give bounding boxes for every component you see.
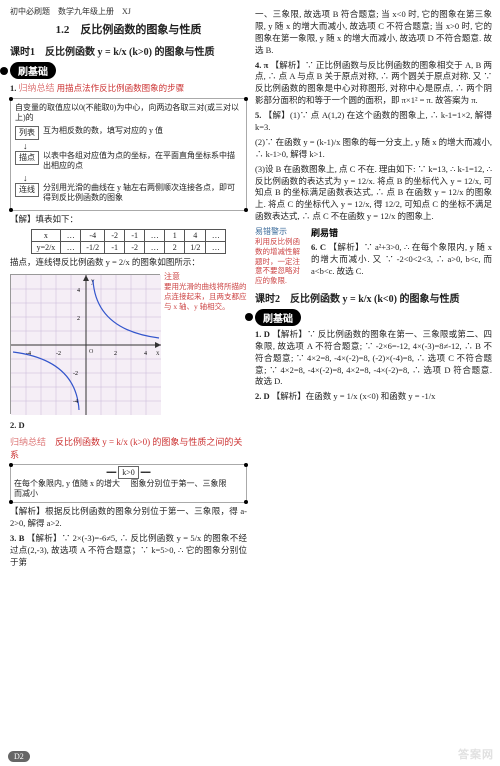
table-cell: … — [145, 241, 165, 253]
q3-num: 3. — [10, 533, 16, 543]
q4-num: 4. — [255, 60, 261, 70]
table-cell: y=2/x — [31, 241, 61, 253]
table-cell: … — [206, 241, 226, 253]
table-cell: 1 — [165, 229, 185, 241]
q1-table: x…-4-2-1…14… y=2/x…-1/2-1-2…21/2… — [31, 229, 227, 254]
q2-num: 2. — [10, 420, 16, 430]
q1-graph: x y O -4-2 24 24 -2-4 — [10, 274, 160, 414]
q2b-text: 【解析】在函数 y = 1/x (x<0) 和函数 y = -1/x — [272, 391, 436, 401]
table-cell: -1 — [105, 241, 125, 253]
table-cell: … — [61, 241, 81, 253]
table-cell: … — [61, 229, 81, 241]
svg-text:-4: -4 — [26, 351, 31, 357]
svg-text:2: 2 — [77, 316, 80, 322]
svg-text:-2: -2 — [73, 371, 78, 377]
q2-box-right: 图象分别位于第一、三象限 — [131, 479, 244, 500]
note-title: 注意 — [164, 271, 247, 282]
table-cell: x — [31, 229, 61, 241]
q6-num: 6. — [311, 242, 317, 252]
flow-text-2: 以表中各组对应值为点的坐标，在平面直角坐标系中描出相应的点 — [43, 151, 242, 172]
table-cell: 4 — [185, 229, 206, 241]
svg-text:O: O — [89, 349, 94, 355]
footer-page: D2 — [8, 751, 30, 762]
flow-box-plot: 描点 — [15, 151, 39, 165]
svg-text:-2: -2 — [56, 351, 61, 357]
lesson2-title: 课时2 反比例函数 y = k/x (k<0) 的图象与性质 — [255, 290, 492, 305]
svg-text:-4: -4 — [73, 399, 78, 405]
flow-box-line: 连线 — [15, 183, 39, 197]
flow-text-1: 互为相反数的数，填写对应的 y 值 — [43, 126, 242, 136]
q5-num: 5. — [255, 110, 261, 120]
q3-ans: B — [19, 533, 25, 543]
q2-ans: D — [19, 420, 25, 430]
arrow-icon: ↓ — [15, 174, 242, 183]
tip-title: 易错警示 — [255, 226, 307, 237]
q3-solve: 【解析】∵ 2×(-3)=-6≠5, ∴ 反比例函数 y = 5/x 的图象不经… — [10, 533, 247, 567]
q1-flow-sub: 自变量的取值应以0(不能取0)为中心，向两边各取三对(或三对以上)的 — [15, 103, 242, 124]
q2-solve: 【解析】根据反比例函数的图象分别位于第一、三象限，得 a-2>0, 解得 a>2… — [10, 506, 247, 530]
svg-text:2: 2 — [114, 351, 117, 357]
svg-text:x: x — [156, 349, 160, 357]
col2-p1: 一、三象限, 故选项 B 符合题意; 当 x<0 时, 它的图象在第三象限, y… — [255, 9, 492, 57]
svg-text:4: 4 — [144, 351, 147, 357]
shua-err-title: 刷易错 — [311, 226, 492, 239]
table-cell: 1/2 — [185, 241, 206, 253]
q1-flow-box: 自变量的取值应以0(不能取0)为中心，向两边各取三对(或三对以上)的 列表 互为… — [10, 98, 247, 211]
flow-box-list: 列表 — [15, 126, 39, 140]
tip-text: 利用反比例函数的增减性解题时，一定注意不要忽略对应的象限. — [255, 237, 307, 286]
table-cell: … — [145, 229, 165, 241]
q4-text: 【解析】∵ 正比例函数与反比例函数的图象相交于 A, B 两点, ∴ 点 A 与… — [255, 60, 492, 106]
section-title: 1.2 反比例函数的图象与性质 — [10, 21, 247, 37]
q1-solve: 【解】填表如下： — [10, 214, 247, 226]
table-cell: -2 — [105, 229, 125, 241]
q5b-text: (2)∵ 在函数 y = (k-1)/x 图象的每一分支上, y 随 x 的增大… — [255, 137, 492, 161]
watermark: 答案网 — [458, 746, 494, 762]
table-cell: -1 — [125, 229, 145, 241]
table-cell: -4 — [81, 229, 105, 241]
q6-ans: C — [320, 242, 326, 252]
q1b-num: 1. — [255, 329, 261, 339]
q1b-ans: D — [264, 329, 270, 339]
q5c-text: (3)设 B 在函数图象上, 点 C 不在. 理由如下: ∵ k=13, ∴ k… — [255, 164, 492, 223]
q2b-ans: D — [264, 391, 270, 401]
arrow-icon: ↓ — [15, 142, 242, 151]
q2b-num: 2. — [255, 391, 261, 401]
q1-guide-label: 归纳总结 — [19, 83, 55, 93]
page-header: 初中必刷题 数学九年级上册 XJ — [10, 6, 247, 17]
q6-text: 【解析】∵ a²+3>0, ∴ 在每个象限内, y 随 x 的增大而减小. 又 … — [311, 242, 492, 276]
note-text: 要用光滑的曲线将所描的点连接起来，且两支都应与 x 轴、y 轴相交。 — [164, 282, 247, 311]
pill-base: 刷基础 — [10, 62, 56, 79]
q5-text: 【解】(1)∵ 点 A(1,2) 在这个函数的图象上, ∴ k-1=1×2, 解… — [255, 110, 492, 132]
q2-guide: 归纳总结 反比例函数 y = k/x (k>0) 的图象与性质之间的关系 — [10, 435, 247, 461]
pill-base-2: 刷基础 — [255, 309, 301, 326]
table-cell: 2 — [165, 241, 185, 253]
q1b-text: 【解析】∵ 反比例函数的图象在第一、三象限或第二、四象限, 故选项 A 不符合题… — [255, 329, 492, 387]
table-cell: -2 — [125, 241, 145, 253]
q4-ans: π — [264, 60, 269, 70]
table-cell: … — [206, 229, 226, 241]
q1-after-table: 描点，连线得反比例函数 y = 2/x 的图象如图所示： — [10, 257, 247, 269]
lesson1-title: 课时1 反比例函数 y = k/x (k>0) 的图象与性质 — [10, 43, 247, 58]
flow-text-3: 分别用光滑的曲线在 y 轴左右两侧顺次连接各点，即可得到反比例函数的图象 — [43, 183, 242, 204]
q1-guide-text: 用描点法作反比例函数图象的步骤 — [57, 83, 185, 93]
q2-box: ━━ k>0 ━━ 在每个象限内, y 值随 x 的增大而减小 图象分别位于第一… — [10, 464, 247, 503]
q2-box-left: 在每个象限内, y 值随 x 的增大而减小 — [14, 479, 127, 500]
table-cell: -1/2 — [81, 241, 105, 253]
svg-text:4: 4 — [77, 288, 80, 294]
q1-num: 1. — [10, 83, 16, 93]
